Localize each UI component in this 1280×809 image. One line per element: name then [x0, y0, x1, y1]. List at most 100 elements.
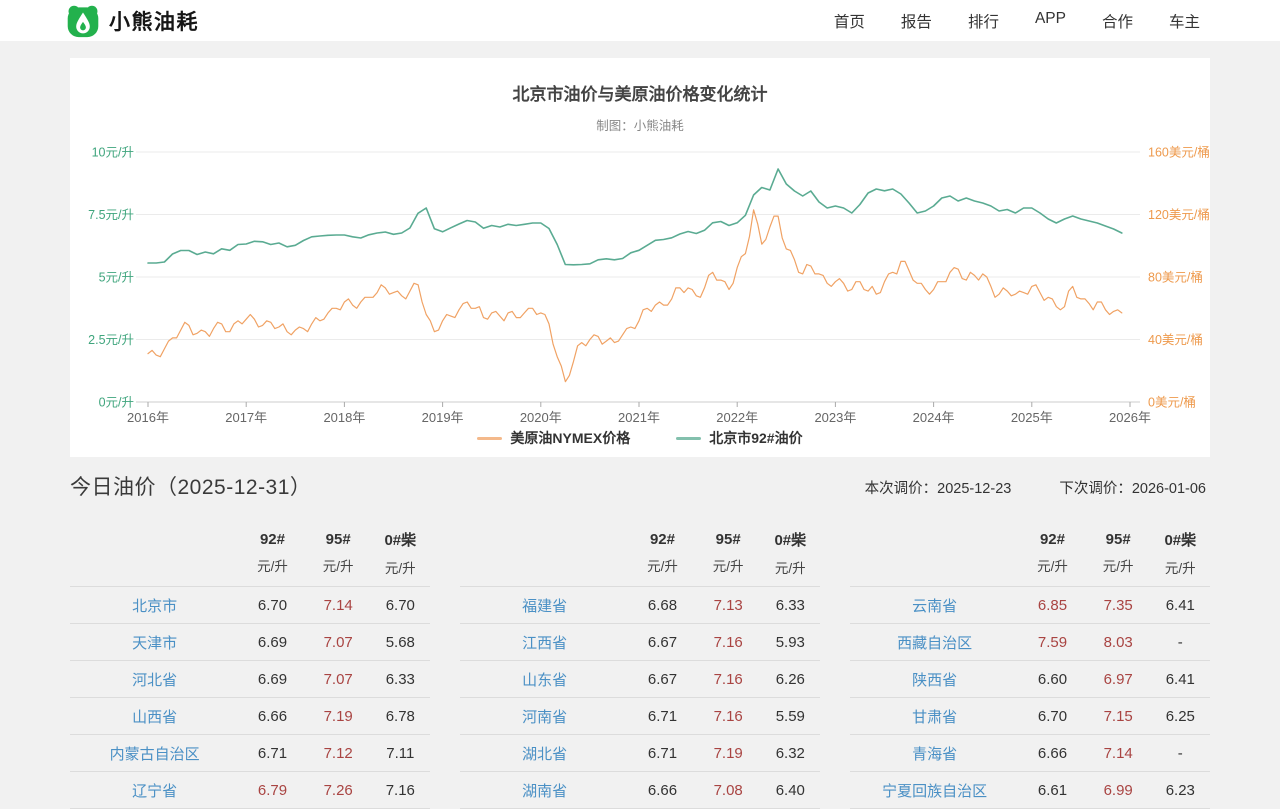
table-row: 北京市6.707.146.70: [70, 587, 430, 624]
price-value: 6.70: [1019, 698, 1086, 735]
province-link[interactable]: 山西省: [70, 698, 239, 735]
chart-legend: 美原油NYMEX价格 北京市92#油价: [70, 428, 1210, 448]
price-value: 6.70: [239, 587, 306, 624]
province-link[interactable]: 青海省: [850, 735, 1019, 772]
table-row: 江西省6.677.165.93: [460, 624, 820, 661]
right-axis-label: 120美元/桶: [1148, 207, 1210, 222]
series-line-nymex: [148, 210, 1122, 382]
logo[interactable]: 小熊油耗: [66, 4, 199, 38]
x-axis-label: 2016年: [127, 410, 169, 425]
current-adjust-date: 本次调价：2025-12-23: [865, 477, 1012, 498]
province-link[interactable]: 云南省: [850, 587, 1019, 624]
province-link[interactable]: 湖北省: [460, 735, 629, 772]
price-value: 6.66: [239, 698, 306, 735]
fuel-column-header: 0#柴元/升: [1151, 527, 1210, 587]
province-link[interactable]: 河北省: [70, 661, 239, 698]
price-value: 6.99: [1086, 772, 1151, 809]
price-value: 6.26: [761, 661, 820, 698]
today-prices-section: 今日油价（2025-12-31） 本次调价：2025-12-23 下次调价：20…: [70, 471, 1210, 809]
province-link[interactable]: 陕西省: [850, 661, 1019, 698]
x-axis-label: 2020年: [520, 410, 562, 425]
province-link[interactable]: 福建省: [460, 587, 629, 624]
price-value: 6.40: [761, 772, 820, 809]
main-nav: 首页 报告 排行 APP 合作 车主: [834, 10, 1200, 32]
price-value: 6.23: [1151, 772, 1210, 809]
price-value: 6.79: [239, 772, 306, 809]
x-axis-label: 2022年: [716, 410, 758, 425]
price-value: 5.59: [761, 698, 820, 735]
table-row: 河南省6.717.165.59: [460, 698, 820, 735]
price-value: 7.07: [306, 661, 371, 698]
province-link[interactable]: 西藏自治区: [850, 624, 1019, 661]
price-value: 6.71: [629, 698, 696, 735]
price-table-3: 92#元/升95#元/升0#柴元/升云南省6.857.356.41西藏自治区7.…: [850, 527, 1210, 809]
legend-item-beijing92[interactable]: 北京市92#油价: [676, 428, 802, 448]
price-value: 6.97: [1086, 661, 1151, 698]
province-link[interactable]: 江西省: [460, 624, 629, 661]
price-value: 7.13: [696, 587, 761, 624]
price-value: 7.14: [306, 587, 371, 624]
province-column-header: [460, 527, 629, 587]
table-row: 云南省6.857.356.41: [850, 587, 1210, 624]
price-value: 6.41: [1151, 587, 1210, 624]
x-axis-label: 2017年: [225, 410, 267, 425]
fuel-column-header: 0#柴元/升: [761, 527, 820, 587]
fuel-column-header: 95#元/升: [696, 527, 761, 587]
nav-item-owner[interactable]: 车主: [1169, 10, 1200, 32]
legend-item-nymex[interactable]: 美原油NYMEX价格: [477, 428, 630, 448]
province-link[interactable]: 天津市: [70, 624, 239, 661]
x-axis-label: 2026年: [1109, 410, 1151, 425]
left-axis-label: 0元/升: [99, 396, 134, 410]
table-row: 西藏自治区7.598.03-: [850, 624, 1210, 661]
left-axis-label: 7.5元/升: [88, 208, 134, 222]
next-adjust-date: 下次调价：2026-01-06: [1059, 477, 1206, 498]
price-value: 7.26: [306, 772, 371, 809]
table-row: 山西省6.667.196.78: [70, 698, 430, 735]
province-link[interactable]: 辽宁省: [70, 772, 239, 809]
price-value: 5.93: [761, 624, 820, 661]
table-row: 青海省6.667.14-: [850, 735, 1210, 772]
price-value: 7.16: [371, 772, 430, 809]
fuel-column-header: 92#元/升: [629, 527, 696, 587]
province-link[interactable]: 山东省: [460, 661, 629, 698]
series-line-beijing92: [148, 169, 1122, 265]
nav-item-coop[interactable]: 合作: [1102, 10, 1133, 32]
province-link[interactable]: 甘肃省: [850, 698, 1019, 735]
price-value: 7.16: [696, 624, 761, 661]
price-value: 6.69: [239, 624, 306, 661]
nav-item-home[interactable]: 首页: [834, 10, 865, 32]
chart-subtitle: 制图：小熊油耗: [70, 115, 1210, 134]
province-link[interactable]: 内蒙古自治区: [70, 735, 239, 772]
fuel-column-header: 0#柴元/升: [371, 527, 430, 587]
price-value: 6.67: [629, 624, 696, 661]
province-column-header: [850, 527, 1019, 587]
price-value: 6.69: [239, 661, 306, 698]
chart-canvas: 0元/升0美元/桶2.5元/升40美元/桶5元/升80美元/桶7.5元/升120…: [70, 136, 1210, 426]
legend-line-swatch: [477, 437, 502, 440]
price-value: 8.03: [1086, 624, 1151, 661]
price-value: 6.78: [371, 698, 430, 735]
province-link[interactable]: 北京市: [70, 587, 239, 624]
province-link[interactable]: 河南省: [460, 698, 629, 735]
table-row: 湖北省6.717.196.32: [460, 735, 820, 772]
price-value: 6.61: [1019, 772, 1086, 809]
legend-line-swatch: [676, 437, 701, 440]
price-history-chart[interactable]: 0元/升0美元/桶2.5元/升40美元/桶5元/升80美元/桶7.5元/升120…: [70, 136, 1210, 426]
nav-item-report[interactable]: 报告: [901, 10, 932, 32]
province-link[interactable]: 宁夏回族自治区: [850, 772, 1019, 809]
price-value: 7.08: [696, 772, 761, 809]
nav-item-rank[interactable]: 排行: [968, 10, 999, 32]
top-bar: 小熊油耗 首页 报告 排行 APP 合作 车主: [0, 0, 1280, 41]
table-row: 辽宁省6.797.267.16: [70, 772, 430, 809]
province-link[interactable]: 湖南省: [460, 772, 629, 809]
x-axis-label: 2021年: [618, 410, 660, 425]
nav-item-app[interactable]: APP: [1035, 10, 1066, 32]
table-row: 河北省6.697.076.33: [70, 661, 430, 698]
price-value: 6.33: [761, 587, 820, 624]
fuel-column-header: 95#元/升: [306, 527, 371, 587]
table-row: 甘肃省6.707.156.25: [850, 698, 1210, 735]
table-row: 湖南省6.667.086.40: [460, 772, 820, 809]
price-value: 6.68: [629, 587, 696, 624]
price-table-1: 92#元/升95#元/升0#柴元/升北京市6.707.146.70天津市6.69…: [70, 527, 430, 809]
chart-title: 北京市油价与美原油价格变化统计: [70, 80, 1210, 105]
